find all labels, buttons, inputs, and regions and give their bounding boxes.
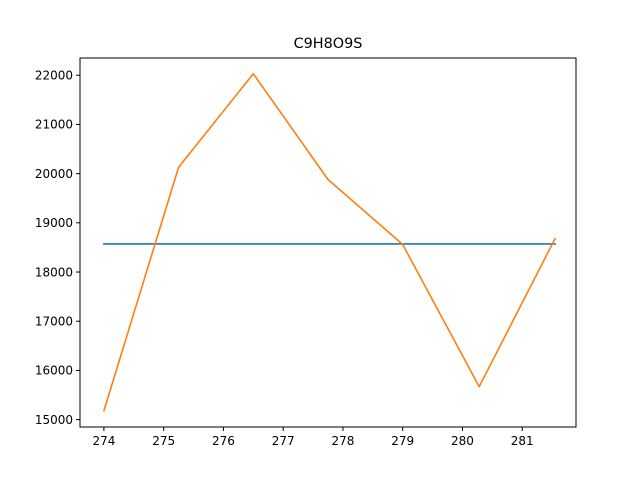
x-tick-label: 277 xyxy=(272,434,295,448)
x-tick-label: 276 xyxy=(212,434,235,448)
x-tick-label: 278 xyxy=(331,434,354,448)
x-tick-label: 281 xyxy=(511,434,534,448)
y-axis: 15000 16000 17000 18000 19000 20000 21000 22000 xyxy=(35,69,80,427)
y-tick-label: 17000 xyxy=(35,315,73,329)
x-tick-label: 274 xyxy=(92,434,115,448)
y-tick-label: 16000 xyxy=(35,364,73,378)
x-tick-label: 279 xyxy=(391,434,414,448)
y-tick-label: 20000 xyxy=(35,167,73,181)
x-axis: 274 275 276 277 278 279 280 281 xyxy=(92,427,534,448)
x-tick-label: 280 xyxy=(451,434,474,448)
y-tick-label: 18000 xyxy=(35,265,73,279)
plot-area xyxy=(79,57,577,428)
y-tick-label: 22000 xyxy=(35,69,73,83)
series-layer xyxy=(102,72,557,412)
chart-title: C9H8O9S xyxy=(294,36,363,52)
y-tick-label: 21000 xyxy=(35,118,73,132)
series-line-2 xyxy=(102,72,557,412)
x-tick-label: 275 xyxy=(152,434,175,448)
y-tick-label: 19000 xyxy=(35,216,73,230)
y-tick-label: 15000 xyxy=(35,413,73,427)
